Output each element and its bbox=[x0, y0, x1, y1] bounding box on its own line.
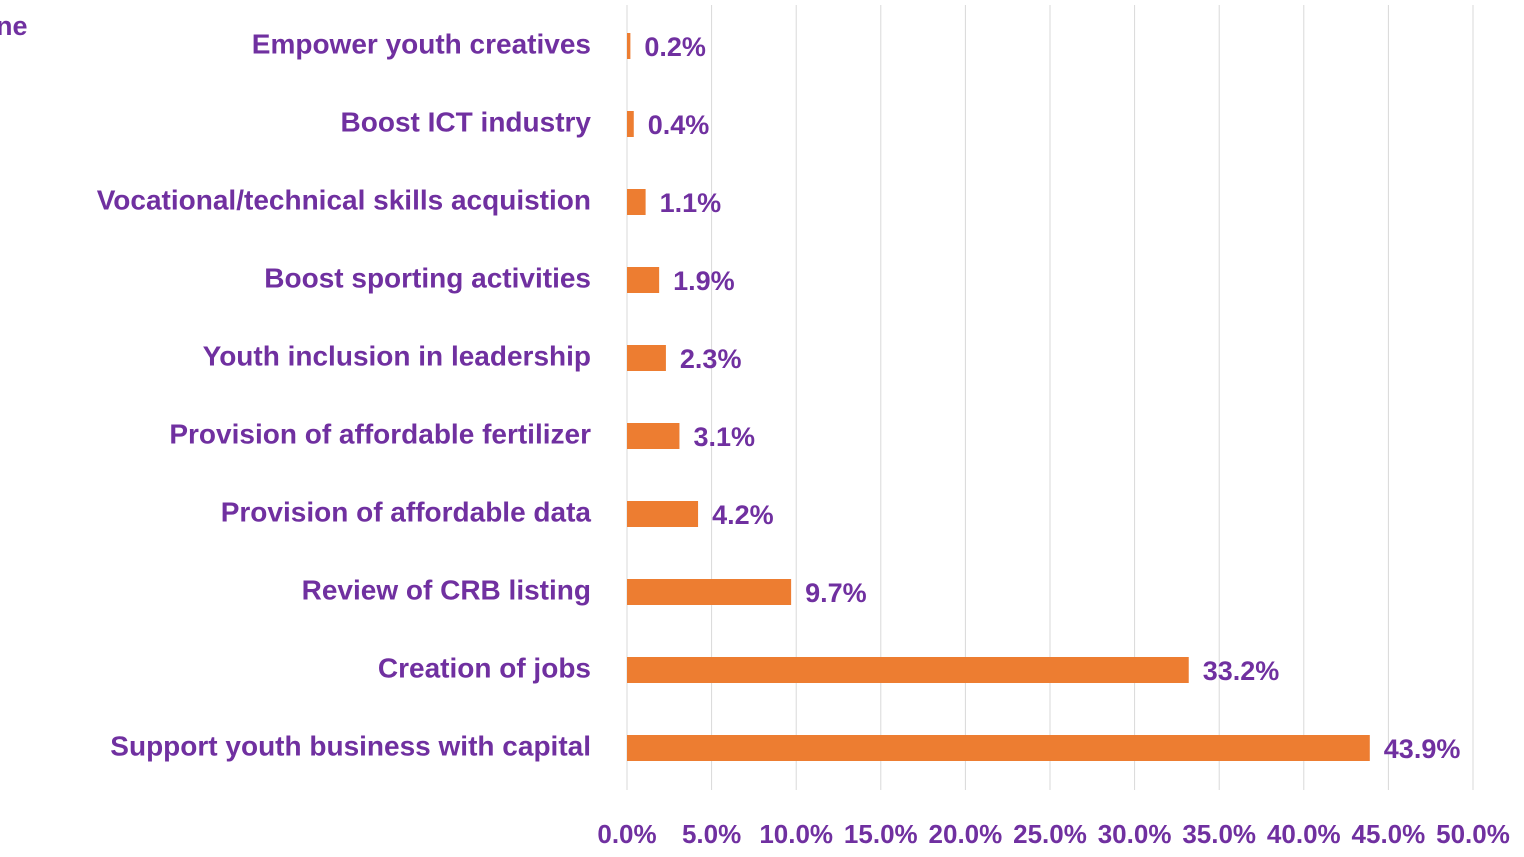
bar bbox=[627, 267, 660, 293]
x-tick-label: 20.0% bbox=[929, 819, 1003, 849]
x-tick-label: 25.0% bbox=[1013, 819, 1087, 849]
y-tick-label: Youth inclusion in leadership bbox=[203, 340, 591, 371]
bar bbox=[627, 189, 646, 215]
x-tick-label: 5.0% bbox=[682, 819, 741, 849]
data-label: 0.4% bbox=[648, 110, 710, 140]
bar bbox=[627, 501, 699, 527]
x-tick-label: 0.0% bbox=[597, 819, 656, 849]
data-label: 2.3% bbox=[680, 344, 742, 374]
data-label: 4.2% bbox=[712, 500, 774, 530]
bar bbox=[627, 33, 631, 59]
y-tick-label: Boost ICT industry bbox=[341, 106, 592, 137]
bar bbox=[627, 657, 1189, 683]
y-tick-label: Provision of affordable fertilizer bbox=[169, 418, 591, 449]
y-tick-label: Creation of jobs bbox=[378, 652, 591, 683]
data-label: 43.9% bbox=[1384, 734, 1461, 764]
bar bbox=[627, 579, 792, 605]
y-tick-label: Review of CRB listing bbox=[302, 574, 591, 605]
y-tick-label: Provision of affordable data bbox=[221, 496, 592, 527]
y-tick-label: Support youth business with capital bbox=[110, 730, 591, 761]
data-label: 3.1% bbox=[693, 422, 755, 452]
x-tick-label: 10.0% bbox=[759, 819, 833, 849]
data-label: 0.2% bbox=[644, 32, 706, 62]
bar bbox=[627, 345, 666, 371]
y-tick-label: Vocational/technical skills acquistion bbox=[97, 184, 591, 215]
x-tick-label: 35.0% bbox=[1182, 819, 1256, 849]
x-tick-label: 30.0% bbox=[1098, 819, 1172, 849]
bar bbox=[627, 111, 634, 137]
data-label: 9.7% bbox=[805, 578, 867, 608]
x-tick-label: 40.0% bbox=[1267, 819, 1341, 849]
x-tick-label: 50.0% bbox=[1436, 819, 1510, 849]
chart-title: ne bbox=[0, 11, 28, 41]
y-tick-label: Boost sporting activities bbox=[264, 262, 591, 293]
x-tick-label: 15.0% bbox=[844, 819, 918, 849]
y-tick-label: Empower youth creatives bbox=[252, 28, 591, 59]
bar bbox=[627, 735, 1370, 761]
x-tick-label: 45.0% bbox=[1352, 819, 1426, 849]
data-label: 1.9% bbox=[673, 266, 735, 296]
data-label: 1.1% bbox=[660, 188, 722, 218]
bar bbox=[627, 423, 680, 449]
data-label: 33.2% bbox=[1203, 656, 1280, 686]
